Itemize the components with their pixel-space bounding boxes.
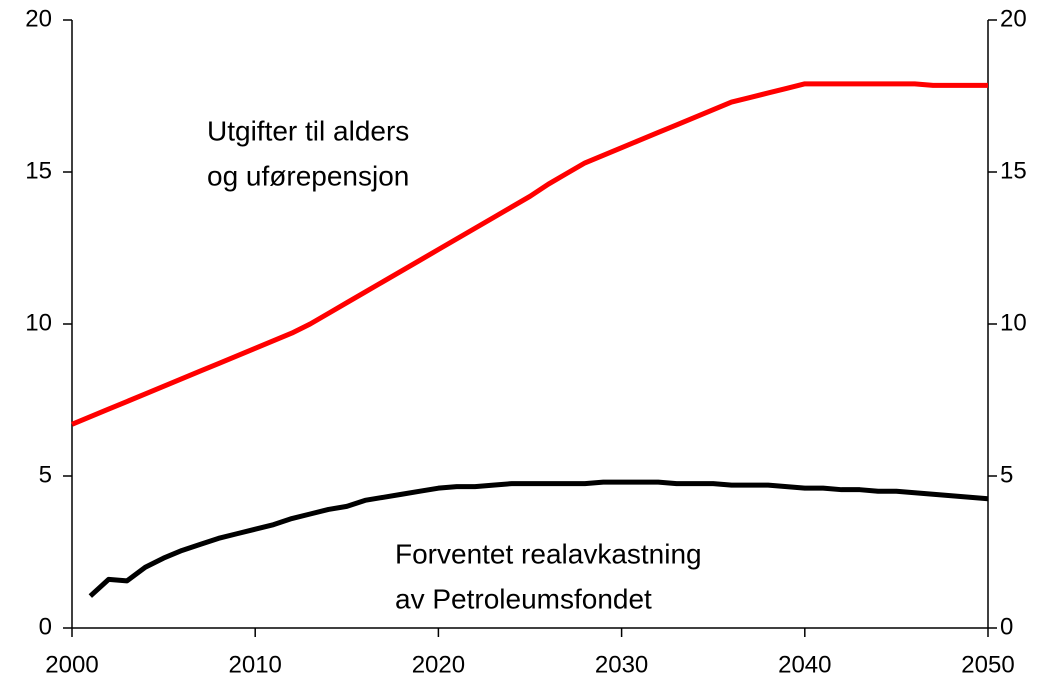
x-tick-label: 2010 (229, 651, 282, 678)
x-tick-label: 2020 (412, 651, 465, 678)
y-tick-label: 20 (25, 5, 52, 32)
annotation: Forventet realavkastning (395, 538, 702, 569)
series-line (71, 81, 988, 427)
x-tick-label: 2030 (595, 651, 648, 678)
y2-tick-label: 20 (1000, 5, 1027, 32)
x-tick-label: 2050 (961, 651, 1014, 678)
x-tick-label: 2040 (778, 651, 831, 678)
y-tick-label: 10 (25, 309, 52, 336)
y2-tick-label: 0 (1000, 613, 1013, 640)
y-tick-label: 5 (39, 461, 52, 488)
annotation: og uførepensjon (207, 160, 409, 191)
y2-tick-label: 15 (1000, 157, 1027, 184)
x-tick-label: 2000 (45, 651, 98, 678)
annotation: Utgifter til alders (207, 115, 409, 146)
series-line (88, 479, 989, 598)
y2-tick-label: 5 (1000, 461, 1013, 488)
y2-tick-label: 10 (1000, 309, 1027, 336)
y-tick-label: 15 (25, 157, 52, 184)
annotation: av Petroleumsfondet (395, 583, 652, 614)
y-tick-label: 0 (39, 613, 52, 640)
